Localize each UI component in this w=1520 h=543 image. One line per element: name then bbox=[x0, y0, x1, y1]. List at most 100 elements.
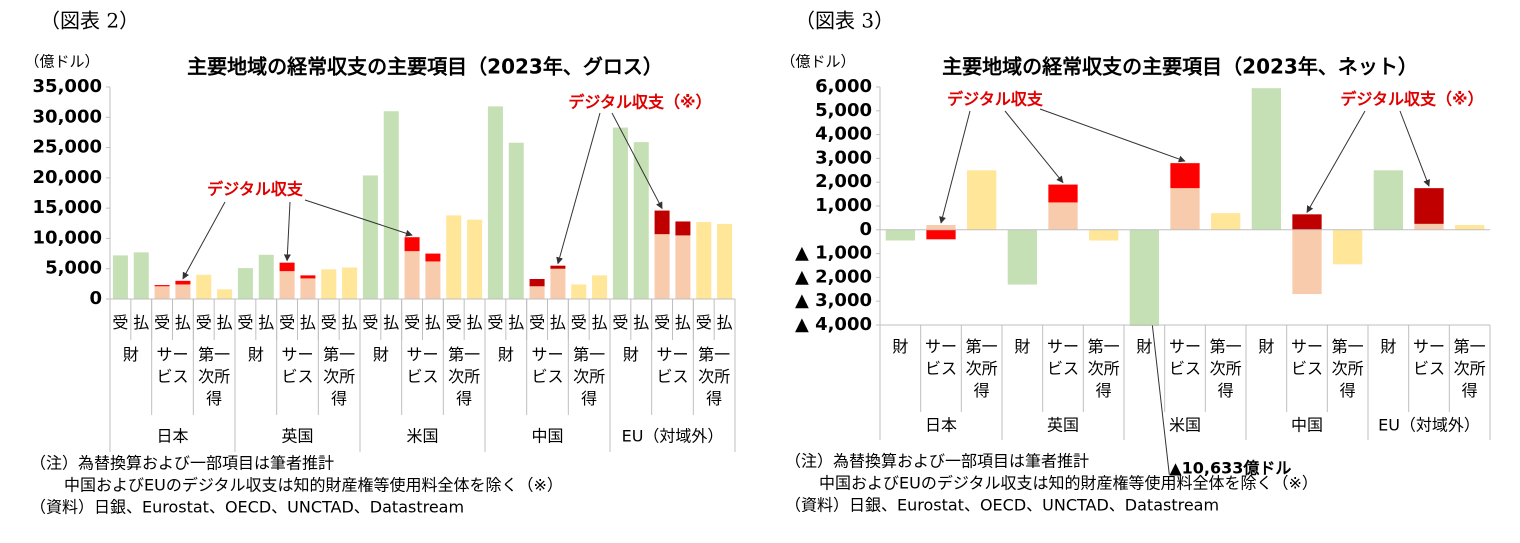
x-tick-label: 払 bbox=[342, 313, 358, 332]
annotation-arrow bbox=[556, 112, 601, 265]
bar bbox=[508, 142, 524, 299]
bar bbox=[279, 262, 295, 272]
x-tick-label: 第一次所得 bbox=[966, 337, 998, 400]
x-tick-label: 払 bbox=[133, 313, 149, 332]
note: （注）為替換算および一部項目は筆者推計 bbox=[785, 452, 1089, 471]
x-tick-label: サービス bbox=[281, 345, 313, 386]
annotation-arrow bbox=[182, 201, 226, 280]
bar bbox=[196, 274, 212, 299]
bar bbox=[1089, 229, 1119, 241]
bar bbox=[133, 252, 149, 299]
bar bbox=[446, 215, 462, 299]
x-tick-label: 受 bbox=[362, 313, 378, 332]
y-tick-label: 25,000 bbox=[33, 137, 102, 158]
x-tick-label: EU（対域外） bbox=[622, 427, 724, 446]
figure-label: （図表 2） bbox=[40, 9, 139, 33]
bar bbox=[467, 219, 483, 299]
x-tick-label: サービス bbox=[1413, 337, 1445, 378]
x-tick-label: 中国 bbox=[531, 427, 563, 446]
x-tick-label: サービス bbox=[656, 345, 688, 386]
x-tick-label: 受 bbox=[612, 313, 628, 332]
y-tick-label: 0 bbox=[859, 219, 872, 240]
x-tick-label: 第一次所得 bbox=[448, 345, 480, 408]
y-tick-label: 0 bbox=[89, 288, 102, 309]
y-tick-label: 2,000 bbox=[815, 171, 872, 192]
x-tick-label: 米国 bbox=[406, 427, 438, 446]
bar bbox=[633, 142, 649, 299]
x-tick-label: 日本 bbox=[156, 427, 188, 446]
x-tick-label: 第一次所得 bbox=[573, 345, 605, 408]
x-tick-label: 払 bbox=[592, 313, 608, 332]
x-tick-label: 受 bbox=[446, 313, 462, 332]
y-tick-label: ▲ 2,000 bbox=[795, 266, 872, 287]
x-tick-label: 第一次所得 bbox=[1454, 337, 1486, 400]
bar bbox=[425, 261, 441, 299]
bar bbox=[717, 223, 733, 299]
bar bbox=[1251, 88, 1281, 230]
y-tick-label: ▲ 1,000 bbox=[795, 243, 872, 264]
bar bbox=[612, 127, 628, 299]
bar bbox=[383, 111, 399, 299]
chart-title: 主要地域の経常収支の主要項目（2023年、ネット） bbox=[942, 55, 1418, 79]
x-tick-label: 第一次所得 bbox=[198, 345, 230, 408]
x-tick-label: 払 bbox=[217, 313, 233, 332]
bar bbox=[1007, 229, 1037, 285]
note: （資料）日銀、Eurostat、OECD、UNCTAD、Datastream bbox=[785, 496, 1219, 515]
plot-area bbox=[885, 88, 1485, 326]
bar bbox=[1048, 184, 1078, 203]
bar bbox=[1170, 163, 1200, 189]
x-tick-label: 受 bbox=[321, 313, 337, 332]
bar bbox=[258, 254, 274, 299]
x-tick-label: サービス bbox=[1291, 337, 1323, 378]
x-tick-label: 受 bbox=[404, 313, 420, 332]
note: （注）為替換算および一部項目は筆者推計 bbox=[30, 454, 334, 473]
x-tick-label: 財 bbox=[498, 345, 514, 364]
plot-area bbox=[112, 106, 733, 299]
y-tick-label: 20,000 bbox=[33, 167, 102, 188]
bar bbox=[279, 271, 295, 299]
bar bbox=[217, 289, 233, 299]
x-tick-label: 払 bbox=[633, 313, 649, 332]
bar bbox=[696, 222, 712, 299]
y-tick-label: ▲ 3,000 bbox=[795, 290, 872, 311]
note: 中国およびEUのデジタル収支は知的財産権等使用料全体を除く（※） bbox=[64, 476, 563, 495]
x-tick-label: 払 bbox=[175, 313, 191, 332]
y-tick-label: 1,000 bbox=[815, 195, 872, 216]
bar bbox=[175, 284, 191, 299]
x-tick-label: 払 bbox=[550, 313, 566, 332]
y-tick-label: 3,000 bbox=[815, 147, 872, 168]
x-tick-label: 払 bbox=[717, 313, 733, 332]
x-tick-label: サービス bbox=[406, 345, 438, 386]
x-tick-label: 米国 bbox=[1169, 416, 1201, 435]
bar bbox=[1292, 229, 1322, 295]
bar bbox=[175, 280, 191, 285]
x-tick-label: 受 bbox=[112, 313, 128, 332]
x-tick-label: 受 bbox=[237, 313, 253, 332]
bar bbox=[404, 251, 420, 299]
bar bbox=[529, 279, 545, 287]
bar bbox=[654, 210, 670, 235]
bar bbox=[550, 268, 566, 299]
x-tick-label: 財 bbox=[1014, 337, 1030, 356]
y-tick-label: 35,000 bbox=[33, 76, 102, 97]
x-tick-label: 財 bbox=[892, 337, 908, 356]
x-tick-label: サービス bbox=[531, 345, 563, 386]
annotation: デジタル収支（※） bbox=[1340, 90, 1483, 109]
y-axis-label: （億ドル） bbox=[24, 53, 99, 71]
bar bbox=[529, 286, 545, 299]
bar bbox=[404, 237, 420, 252]
bar bbox=[237, 268, 253, 299]
x-tick-label: 払 bbox=[675, 313, 691, 332]
x-tick-label: 受 bbox=[154, 313, 170, 332]
y-tick-label: 5,000 bbox=[45, 258, 102, 279]
note: （資料）日銀、Eurostat、OECD、UNCTAD、Datastream bbox=[30, 498, 464, 517]
x-tick-label: 第一次所得 bbox=[323, 345, 355, 408]
x-tick-label: 中国 bbox=[1291, 416, 1323, 435]
x-tick-label: 第一次所得 bbox=[698, 345, 730, 408]
annotation: デジタル収支 bbox=[947, 90, 1044, 109]
bar bbox=[321, 269, 337, 299]
x-tick-label: 払 bbox=[383, 313, 399, 332]
x-tick-label: 受 bbox=[654, 313, 670, 332]
